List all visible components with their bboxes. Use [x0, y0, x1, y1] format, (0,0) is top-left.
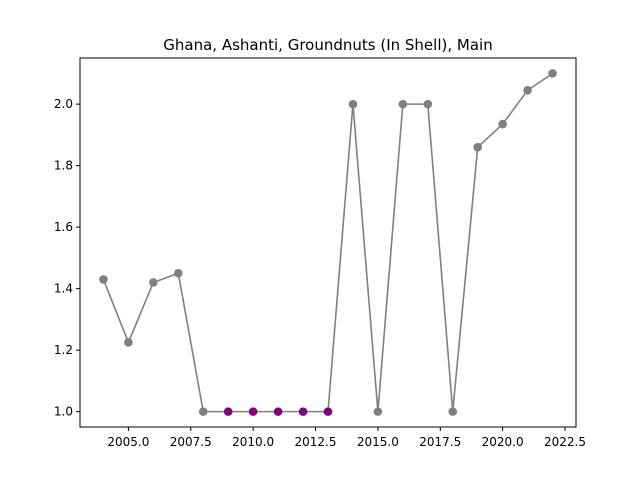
data-point — [124, 338, 133, 347]
x-tick-label: 2007.5 — [170, 435, 212, 449]
x-tick-label: 2020.0 — [482, 435, 524, 449]
data-point — [523, 85, 532, 95]
axes-frame — [79, 57, 577, 428]
data-point — [398, 99, 408, 109]
data-point — [174, 268, 183, 278]
data-point — [198, 407, 208, 416]
data-point — [99, 275, 108, 284]
x-tick-label: 2005.0 — [107, 435, 149, 449]
plot-area — [99, 69, 557, 416]
highlighted-data-point — [298, 407, 308, 416]
y-axis: 1.0 1.2 1.4 1.6 1.8 2.0 — [54, 97, 80, 419]
highlighted-data-point — [323, 407, 333, 416]
y-tick-label: 1.8 — [54, 159, 73, 173]
x-tick-label: 2015.0 — [357, 435, 399, 449]
data-point — [498, 119, 507, 129]
data-point — [448, 407, 458, 416]
chart-title: Ghana, Ashanti, Groundnuts (In Shell), M… — [163, 36, 492, 54]
y-tick-label: 1.6 — [54, 220, 73, 234]
x-tick-label: 2022.5 — [544, 435, 586, 449]
data-point — [348, 99, 358, 109]
data-point — [373, 407, 383, 416]
y-tick-label: 1.0 — [54, 405, 73, 419]
y-tick-label: 1.4 — [54, 282, 73, 296]
highlighted-data-point — [273, 407, 283, 416]
y-tick-label: 1.2 — [54, 343, 73, 357]
series-line — [102, 72, 553, 413]
x-tick-label: 2012.5 — [295, 435, 337, 449]
highlighted-data-point — [248, 407, 258, 416]
y-tick-label: 2.0 — [54, 97, 73, 111]
data-point — [548, 69, 557, 78]
highlighted-data-point — [223, 407, 233, 416]
x-axis: 2005.0 2007.5 2010.0 2012.5 2015.0 2017.5 2020… — [107, 427, 586, 449]
data-point — [473, 142, 483, 152]
data-point — [423, 99, 433, 109]
x-tick-label: 2010.0 — [232, 435, 274, 449]
data-point — [149, 278, 158, 287]
x-tick-label: 2017.5 — [419, 435, 461, 449]
